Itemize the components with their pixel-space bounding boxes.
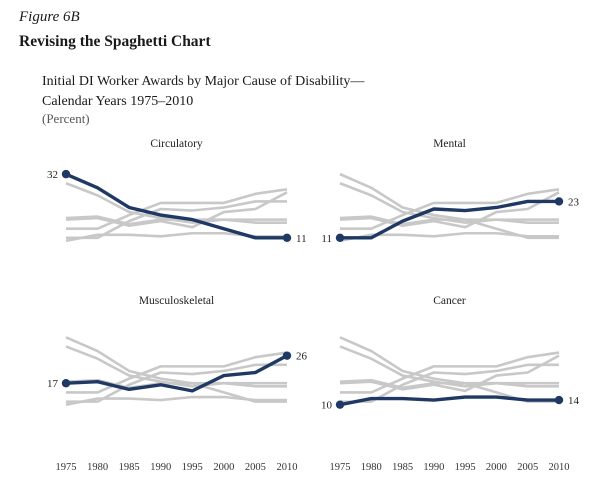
panel-cancer: Cancer 10 14 [321,295,580,412]
background-series-line [339,345,559,388]
highlight-series-line [338,395,561,407]
chart-title: Initial DI Worker Awards by Major Cause … [42,72,364,112]
start-point [61,169,71,179]
start-point [335,400,345,409]
x-tick-label: 1990 [150,462,171,473]
x-tick-label: 1975 [330,462,351,473]
background-series-line [339,354,560,393]
x-tick-label: 1990 [423,462,444,473]
x-tick-label: 1980 [361,462,382,473]
end-value-label: 11 [296,233,307,245]
end-point [282,233,292,243]
panel-mental: Mental 11 23 [321,138,579,245]
x-tick-label: 2000 [213,462,234,473]
x-tick-label: 2000 [486,462,507,473]
highlight-series-line [64,172,289,240]
highlight-series-line [64,353,289,393]
start-value-label: 10 [321,400,333,412]
end-point [282,351,292,360]
background-series-line [340,188,560,231]
panel-musculoskeletal: Musculoskeletal 17 26 [47,295,308,406]
x-tick-label: 1975 [56,462,77,473]
x-tick-label: 1985 [392,462,413,473]
background-series-line [66,351,288,394]
chart-units: (Percent) [42,111,90,126]
start-value-label: 32 [47,169,58,181]
end-value-label: 23 [568,196,580,208]
end-point [554,395,564,405]
highlight-series-line [338,199,561,240]
x-tick-label: 1995 [455,462,476,473]
x-tick-label: 2005 [517,462,538,473]
x-tick-label: 1980 [87,462,108,473]
x-tick-label: 1985 [119,462,140,473]
background-series-line [339,191,560,229]
end-value-label: 14 [568,395,580,407]
panel-title: Cancer [433,295,466,307]
x-tick-label: 2010 [277,462,298,473]
chart-title-line-2: Calendar Years 1975–2010 [42,94,194,109]
panel-title: Circulatory [150,138,203,150]
background-series-line [65,182,287,224]
x-tick-label: 1995 [182,462,203,473]
end-value-label: 26 [296,351,308,363]
background-series-line [65,191,288,229]
panel-title: Musculoskeletal [139,295,214,307]
figure-label: Figure 6B [19,9,80,25]
panel-title: Mental [433,138,466,150]
x-tick-label: 2010 [549,462,570,473]
start-value-label: 17 [47,378,59,390]
start-point [335,233,345,243]
x-tick-label: 2005 [245,462,266,473]
end-point [554,197,564,206]
start-value-label: 11 [321,233,332,245]
background-series-line [339,182,559,224]
background-series-line [340,351,560,394]
background-series-line [65,345,287,388]
panel-circulatory: Circulatory 32 11 [47,138,307,245]
chart-title-line-1: Initial DI Worker Awards by Major Cause … [42,74,365,89]
start-point [61,379,71,388]
background-series-line [66,188,288,231]
background-series-line [65,395,287,406]
figure-title: Revising the Spaghetti Chart [19,33,211,50]
